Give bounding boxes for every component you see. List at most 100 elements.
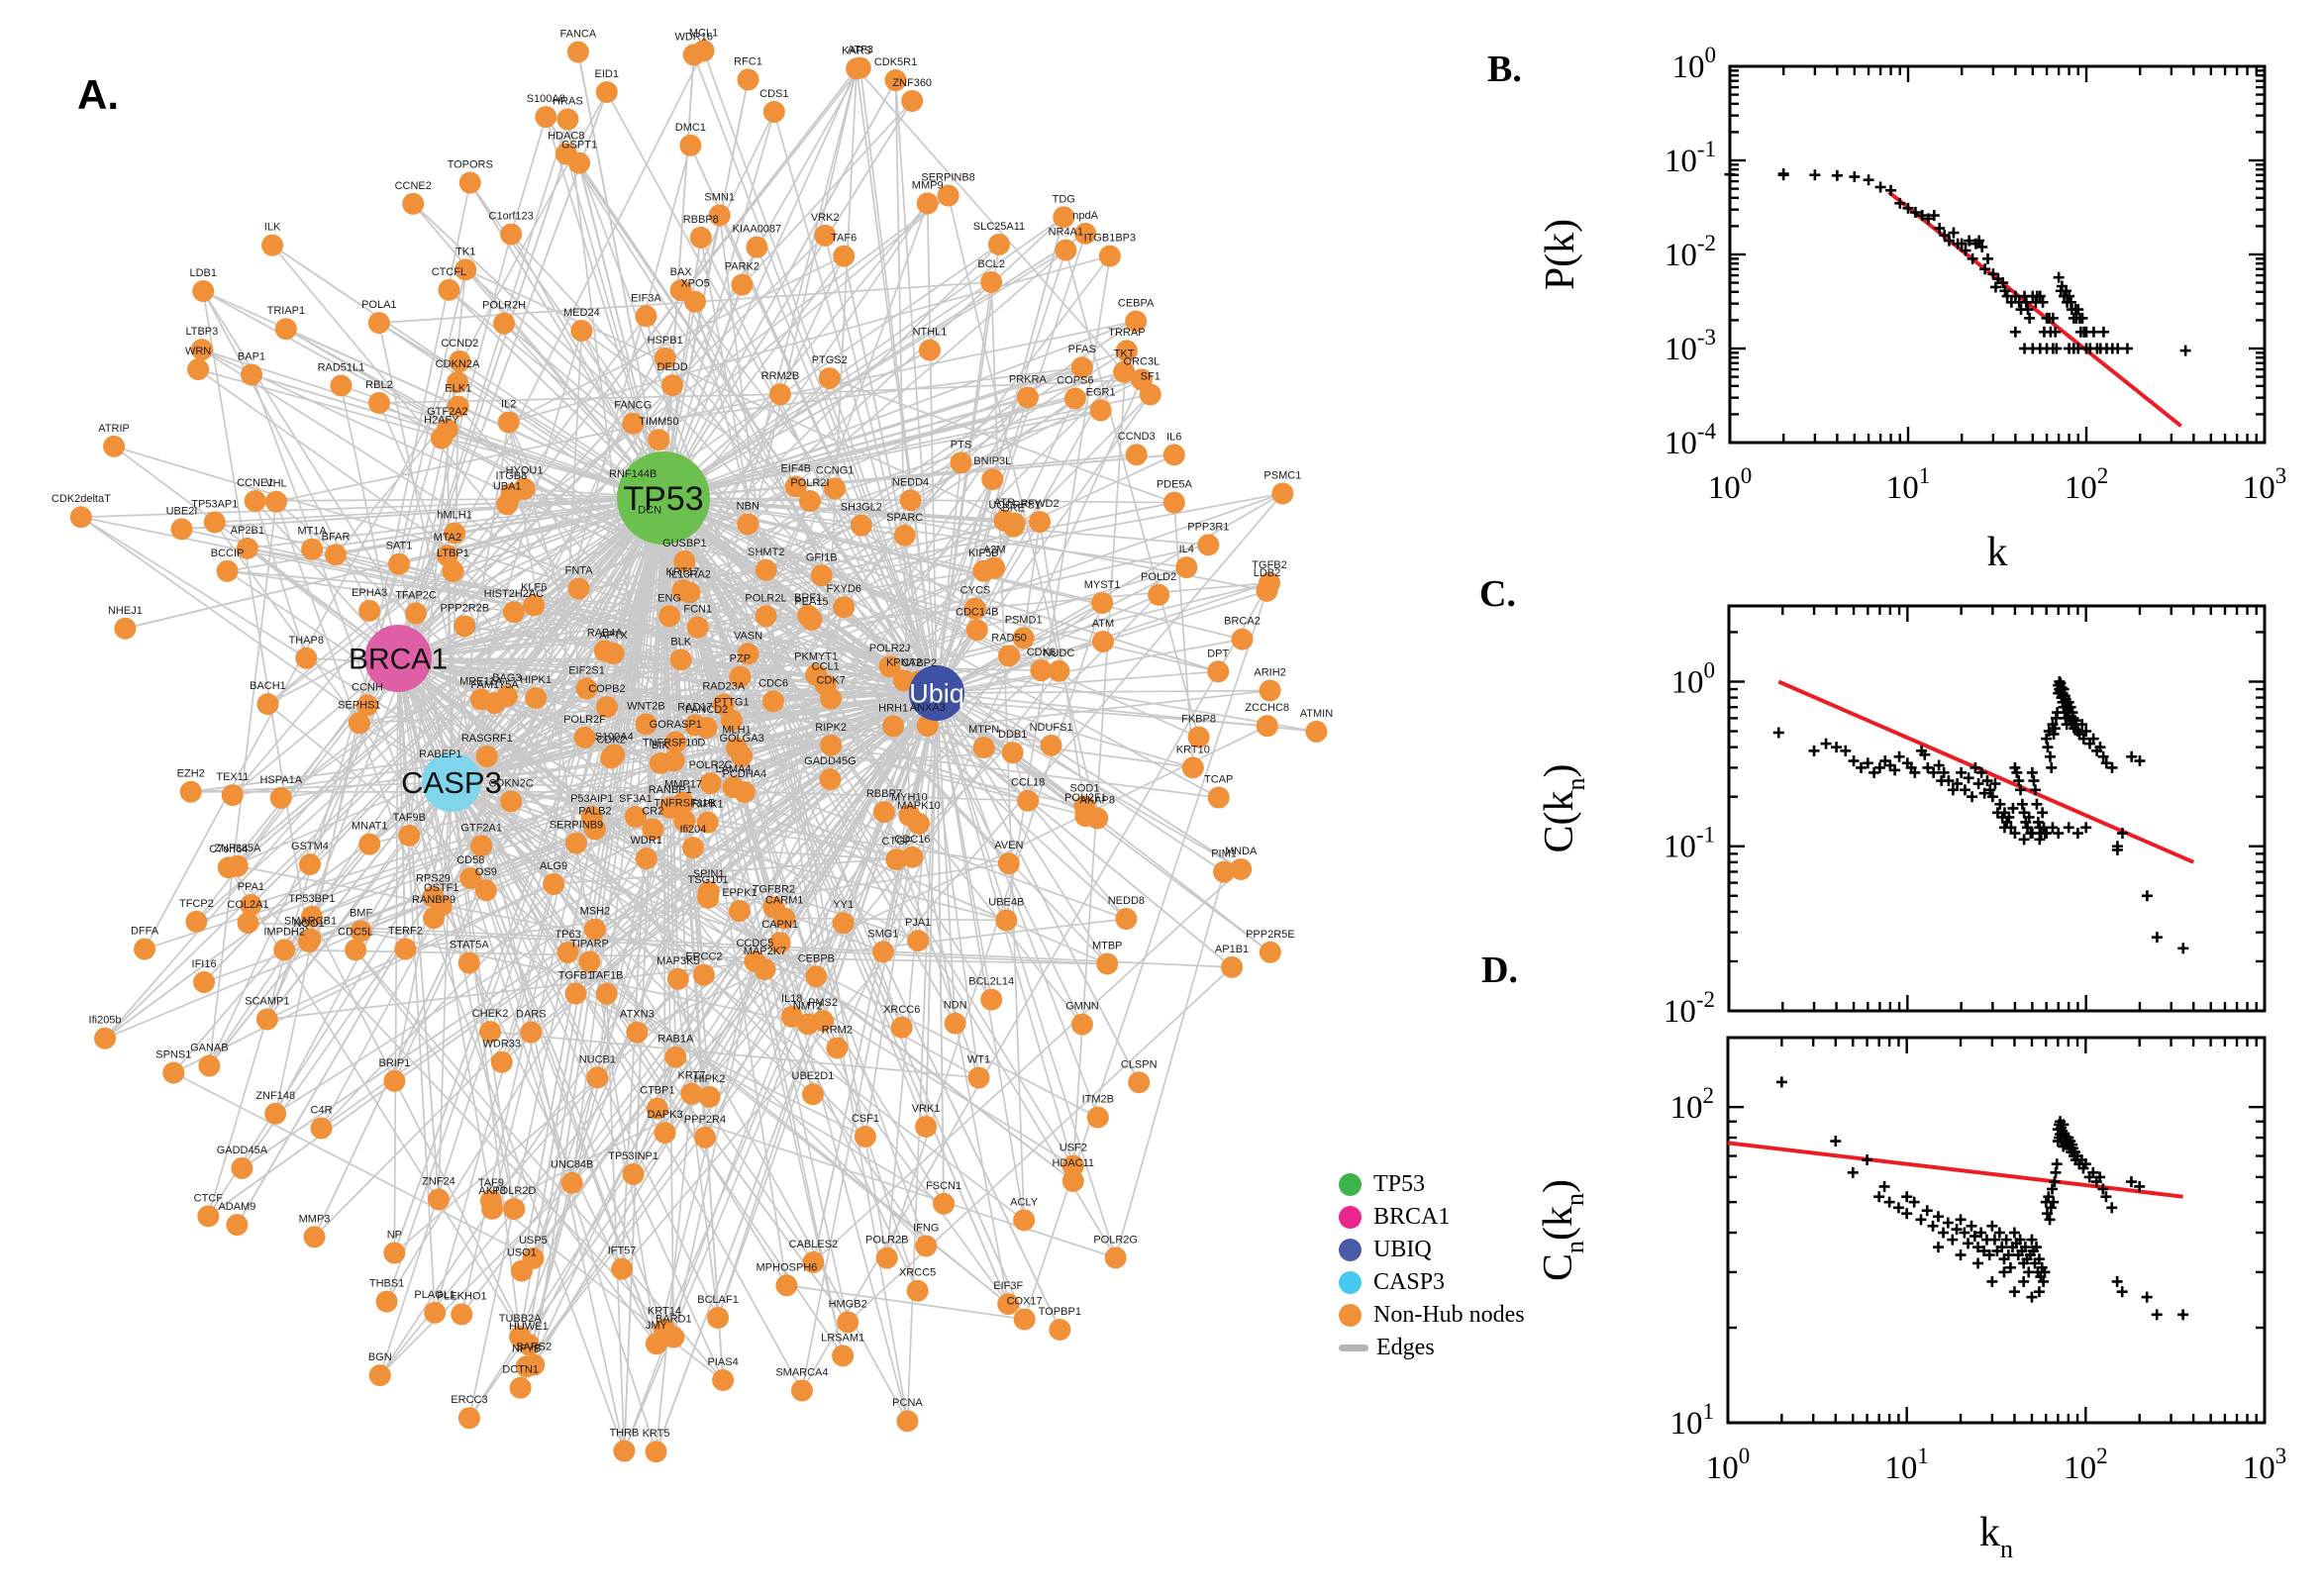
network-node-label: NR4A1: [1049, 227, 1083, 239]
network-node-label: BAX: [670, 266, 693, 278]
network-node-label: ATRIP: [98, 423, 130, 435]
network-node-label: RAB1A: [657, 1034, 694, 1046]
network-node: [1030, 659, 1053, 682]
network-node: [965, 619, 988, 642]
network-node: [761, 690, 784, 713]
network-node: [635, 848, 657, 870]
network-node: [509, 1376, 532, 1399]
network-node: [746, 236, 768, 258]
network-node-label: TAF9: [478, 1177, 504, 1189]
panel-a-label: A.: [77, 71, 119, 118]
network-node-label: PSMD1: [1005, 614, 1043, 626]
network-node-label: TRRAP: [1108, 327, 1145, 339]
network-node-label: RFC1: [734, 55, 762, 67]
network-node: [820, 734, 843, 756]
network-node-label: PARK2: [725, 261, 759, 273]
edge: [903, 534, 980, 1079]
network-node: [583, 918, 606, 941]
network-node-label: HDAC8: [548, 130, 584, 142]
edge: [580, 330, 920, 825]
edge: [397, 657, 682, 661]
network-node: [1070, 356, 1093, 379]
edge: [718, 214, 818, 978]
network-node-label: PPP3R1: [1187, 521, 1229, 533]
tick-label: 100: [1671, 657, 1716, 700]
network-node-label: CTBP1: [640, 1085, 674, 1097]
edge: [662, 249, 1067, 499]
edge: [480, 497, 664, 848]
network-node: [523, 594, 546, 617]
network-node: [479, 1021, 502, 1044]
edge: [377, 322, 626, 1452]
network-node-label: CR2: [642, 806, 663, 818]
fit-line: [1727, 1141, 2183, 1199]
network-node-label: GADD45A: [217, 1145, 268, 1156]
edge: [894, 79, 911, 817]
network-node-label: KRT14: [648, 1305, 681, 1317]
network-node: [1053, 206, 1075, 229]
network-node-label: UNC84B: [551, 1159, 593, 1171]
network-node-label: MTA2: [434, 532, 462, 544]
network-node: [458, 171, 481, 194]
network-node-label: GOLGA3: [719, 733, 763, 745]
network-node: [495, 685, 518, 708]
network-node-label: TOPORS: [448, 159, 493, 171]
network-node-label: MCL1: [689, 27, 718, 39]
network-node-label: CDS1: [759, 88, 788, 100]
network-node-label: BCLAF1: [697, 1294, 739, 1306]
network-node: [820, 687, 843, 710]
edge: [311, 915, 530, 1346]
network-node: [261, 234, 284, 256]
network-node: [190, 339, 213, 361]
network-node: [193, 970, 216, 993]
network-node-label: BNIP3L: [973, 455, 1011, 467]
network-node: [916, 192, 939, 215]
network-node-label: MT1A: [297, 526, 327, 538]
network-node: [664, 1046, 687, 1068]
network-node: [755, 605, 777, 628]
edge: [275, 320, 1138, 503]
network-node: [661, 374, 684, 397]
network-node-label: POLR2B: [865, 1235, 908, 1247]
edge: [397, 283, 744, 659]
network-node: [436, 545, 458, 567]
network-node: [871, 941, 894, 963]
network-node-label: UBE2D1: [792, 1070, 835, 1082]
network-node: [231, 1156, 253, 1179]
network-node: [1049, 1319, 1071, 1342]
edge: [936, 692, 1141, 1084]
network-node-label: SH3GL2: [841, 502, 882, 514]
edge: [699, 237, 1083, 1026]
edge: [936, 692, 957, 1025]
network-node-label: FANCA: [560, 29, 597, 41]
legend-label: BRCA1: [1373, 1204, 1451, 1230]
network-node-label: NP: [387, 1229, 402, 1241]
network-node-label: USP5: [519, 1235, 548, 1247]
network-node-label: AKT3: [478, 1185, 506, 1197]
tick-label: 102: [2064, 1444, 2108, 1486]
network-node-label: ADAM9: [218, 1201, 255, 1213]
network-node: [1305, 720, 1328, 743]
network-node-label: CTCF: [194, 1192, 224, 1204]
edge: [489, 692, 938, 1033]
network-node-label: AP1B1: [1215, 944, 1249, 955]
edge: [397, 439, 660, 659]
network-node: [826, 1037, 849, 1059]
edge: [662, 497, 1010, 1305]
network-node-label: CTBP2: [902, 657, 937, 669]
network-node-label: BRIP1: [378, 1057, 410, 1069]
network-node: [1259, 679, 1281, 702]
network-node: [388, 552, 411, 575]
network-node-label: BIK: [652, 740, 669, 751]
network-node-label: MAP3K5: [656, 955, 699, 967]
edge: [936, 692, 1318, 733]
network-node-label: FCN1: [683, 604, 712, 616]
network-node-label: NQO1: [293, 918, 324, 930]
network-node-label: GMNN: [1065, 1001, 1099, 1013]
network-node: [1055, 239, 1077, 261]
network-node: [564, 982, 587, 1005]
edge: [692, 53, 938, 694]
data-points: [1724, 168, 2191, 356]
edge-swatch-icon: [1339, 1345, 1368, 1351]
network-node: [1061, 1154, 1084, 1177]
